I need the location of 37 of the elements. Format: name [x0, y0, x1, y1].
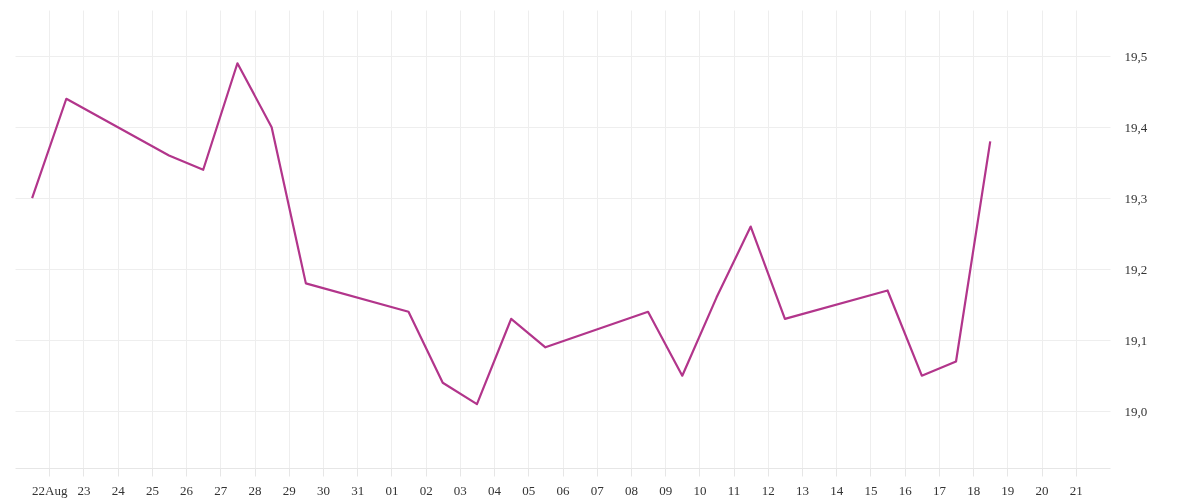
- x-tick-label: 14: [830, 482, 844, 498]
- x-tick-label: 01: [385, 482, 399, 498]
- x-tick-label: 04: [488, 482, 502, 498]
- x-tick-label: 06: [556, 482, 570, 498]
- y-tick-label: 19,5: [1124, 48, 1148, 64]
- y-tick-label: 19,2: [1124, 261, 1148, 277]
- x-tick-label: 22Aug: [32, 482, 68, 498]
- x-tick-label: 28: [248, 482, 262, 498]
- x-tick-label: 27: [214, 482, 228, 498]
- x-tick-label: 07: [590, 482, 605, 498]
- x-tick-label: 11: [727, 482, 741, 498]
- x-tick-label: 09: [659, 482, 673, 498]
- x-tick-label: 10: [693, 482, 707, 498]
- x-tick-label: 12: [761, 482, 775, 498]
- x-tick-label: 08: [624, 482, 638, 498]
- x-tick-label: 23: [77, 482, 91, 498]
- x-tick-label: 21: [1069, 482, 1083, 498]
- x-tick-label: 29: [282, 482, 296, 498]
- x-tick-label: 16: [898, 482, 913, 498]
- x-tick-label: 30: [316, 482, 330, 498]
- x-tick-label: 19: [1001, 482, 1015, 498]
- x-tick-label: 20: [1035, 482, 1049, 498]
- x-tick-label: 17: [932, 482, 947, 498]
- x-tick-label: 13: [796, 482, 810, 498]
- x-tick-label: 31: [351, 482, 365, 498]
- x-tick-label: 26: [180, 482, 194, 498]
- x-tick-label: 18: [967, 482, 981, 498]
- y-tick-label: 19,0: [1124, 403, 1148, 419]
- x-tick-label: 25: [145, 482, 159, 498]
- y-tick-label: 19,1: [1124, 332, 1148, 348]
- x-tick-label: 15: [864, 482, 878, 498]
- x-tick-label: 05: [522, 482, 536, 498]
- y-tick-label: 19,3: [1124, 190, 1148, 206]
- x-tick-label: 02: [419, 482, 433, 498]
- y-tick-label: 19,4: [1124, 119, 1148, 135]
- x-tick-label: 24: [111, 482, 126, 498]
- x-tick-label: 03: [453, 482, 467, 498]
